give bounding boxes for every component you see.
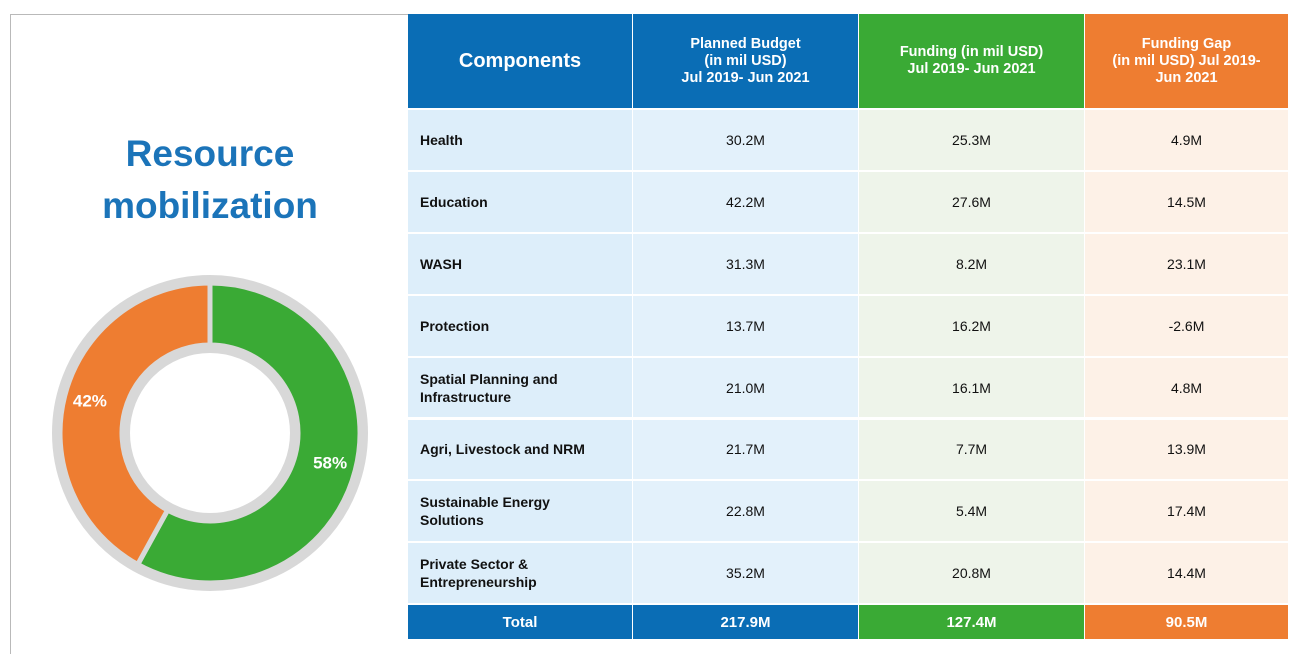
component-cell: Sustainable Energy Solutions xyxy=(408,481,632,542)
cell-text: Agri, Livestock and NRM xyxy=(420,441,585,458)
cell-text: 14.5M xyxy=(1167,193,1206,210)
value-cell: 16.2M xyxy=(859,295,1084,356)
value-cell: 27.6M xyxy=(859,171,1084,232)
cell-text: 7.7M xyxy=(955,441,988,458)
component-cell: WASH xyxy=(408,233,632,294)
component-cell: Private Sector & Entrepreneurship xyxy=(408,543,632,604)
cell-text: Spatial Planning and Infrastructure xyxy=(420,370,558,405)
value-cell: 23.1M xyxy=(1085,233,1288,294)
component-cell: Spatial Planning and Infrastructure xyxy=(408,357,632,418)
cell-text: 35.2M xyxy=(726,565,765,582)
value-cell: 8.2M xyxy=(859,233,1084,294)
component-cell: Health xyxy=(408,110,632,170)
value-cell: 13.7M xyxy=(633,295,858,356)
cell-text: 4.8M xyxy=(1170,379,1203,396)
header-cell: Components xyxy=(408,14,632,108)
cell-text: 13.7M xyxy=(726,317,765,334)
cell-text: Health xyxy=(420,131,463,148)
total-cell: 127.4M xyxy=(859,605,1084,639)
value-cell: 21.0M xyxy=(633,357,858,418)
total-cell: 217.9M xyxy=(633,605,858,639)
value-cell: 25.3M xyxy=(859,110,1084,170)
value-cell: 4.8M xyxy=(1085,357,1288,418)
header-line: Funding (in mil USD) xyxy=(899,44,1044,60)
cell-text: 14.4M xyxy=(1167,565,1206,582)
value-cell: 17.4M xyxy=(1085,481,1288,542)
cell-text: 22.8M xyxy=(726,503,765,520)
value-cell: 22.8M xyxy=(633,481,858,542)
cell-text: 127.4M xyxy=(946,613,997,631)
component-cell: Protection xyxy=(408,295,632,356)
cell-text: 5.4M xyxy=(955,503,988,520)
cell-text: Education xyxy=(420,193,488,210)
total-cell: Total xyxy=(408,605,632,639)
header-line: (in mil USD) xyxy=(704,52,787,69)
donut-chart: 58% 42% xyxy=(52,275,368,591)
cell-text: 23.1M xyxy=(1167,255,1206,272)
header-line: Components xyxy=(458,49,582,72)
cell-text: 21.7M xyxy=(726,441,765,458)
cell-text: 42.2M xyxy=(726,193,765,210)
value-cell: 31.3M xyxy=(633,233,858,294)
header-line: Jun 2021 xyxy=(1155,69,1218,86)
cell-text: 217.9M xyxy=(720,613,771,631)
cell-text: 25.3M xyxy=(952,131,991,148)
cell-text: 8.2M xyxy=(955,255,988,272)
value-cell: 16.1M xyxy=(859,357,1084,418)
value-cell: 42.2M xyxy=(633,171,858,232)
header-line: Planned Budget xyxy=(690,35,801,52)
value-cell: 14.5M xyxy=(1085,171,1288,232)
donut-slice xyxy=(134,280,363,586)
donut-slice xyxy=(57,280,213,568)
cell-text: 20.8M xyxy=(952,565,991,582)
value-cell: 20.8M xyxy=(859,543,1084,604)
component-cell: Agri, Livestock and NRM xyxy=(408,419,632,480)
total-cell: 90.5M xyxy=(1085,605,1288,639)
cell-text: 13.9M xyxy=(1167,441,1206,458)
cell-text: 16.2M xyxy=(952,317,991,334)
value-cell: -2.6M xyxy=(1085,295,1288,356)
header-cell: Funding Gap (in mil USD) Jul 2019- Jun 202… xyxy=(1085,14,1288,108)
header-line: Jul 2019- Jun 2021 xyxy=(681,69,810,86)
page: Resource mobilization 58% 42% Components P… xyxy=(10,14,1288,654)
cell-text: 17.4M xyxy=(1167,503,1206,520)
cell-text: 4.9M xyxy=(1170,131,1203,148)
value-cell: 35.2M xyxy=(633,543,858,604)
cell-text: 31.3M xyxy=(726,255,765,272)
cell-text: 30.2M xyxy=(726,131,765,148)
value-cell: 30.2M xyxy=(633,110,858,170)
slice-label: 58% xyxy=(313,453,347,472)
value-cell: 5.4M xyxy=(859,481,1084,542)
header-line: Funding Gap xyxy=(1141,35,1232,52)
value-cell: 21.7M xyxy=(633,419,858,480)
title: Resource mobilization xyxy=(102,133,318,226)
component-cell: Education xyxy=(408,171,632,232)
panel xyxy=(10,14,408,654)
cell-text: Total xyxy=(502,613,538,631)
cell-text: Private Sector & Entrepreneurship xyxy=(420,556,537,591)
cell-text: -2.6M xyxy=(1168,317,1205,334)
header-line: (in mil USD) Jul 2019- xyxy=(1112,52,1261,69)
value-cell: 14.4M xyxy=(1085,543,1288,604)
cell-text: 90.5M xyxy=(1165,613,1208,631)
cell-text: WASH xyxy=(420,255,462,272)
slice-label: 42% xyxy=(73,392,107,411)
header-cell: Planned Budget (in mil USD) Jul 2019- Jun … xyxy=(633,14,858,108)
header-cell: Funding (in mil USD) Jul 2019- Jun 2021 xyxy=(859,14,1084,108)
value-cell: 7.7M xyxy=(859,419,1084,480)
value-cell: 13.9M xyxy=(1085,419,1288,480)
table: Components Planned Budget (in mil USD) Jul … xyxy=(408,14,1288,639)
cell-text: 21.0M xyxy=(726,379,765,396)
cell-text: 27.6M xyxy=(952,193,991,210)
value-cell: 4.9M xyxy=(1085,110,1288,170)
cell-text: 16.1M xyxy=(952,379,991,396)
cell-text: Sustainable Energy Solutions xyxy=(420,494,550,529)
header-line: Jul 2019- Jun 2021 xyxy=(907,61,1036,77)
cell-text: Protection xyxy=(420,317,490,334)
